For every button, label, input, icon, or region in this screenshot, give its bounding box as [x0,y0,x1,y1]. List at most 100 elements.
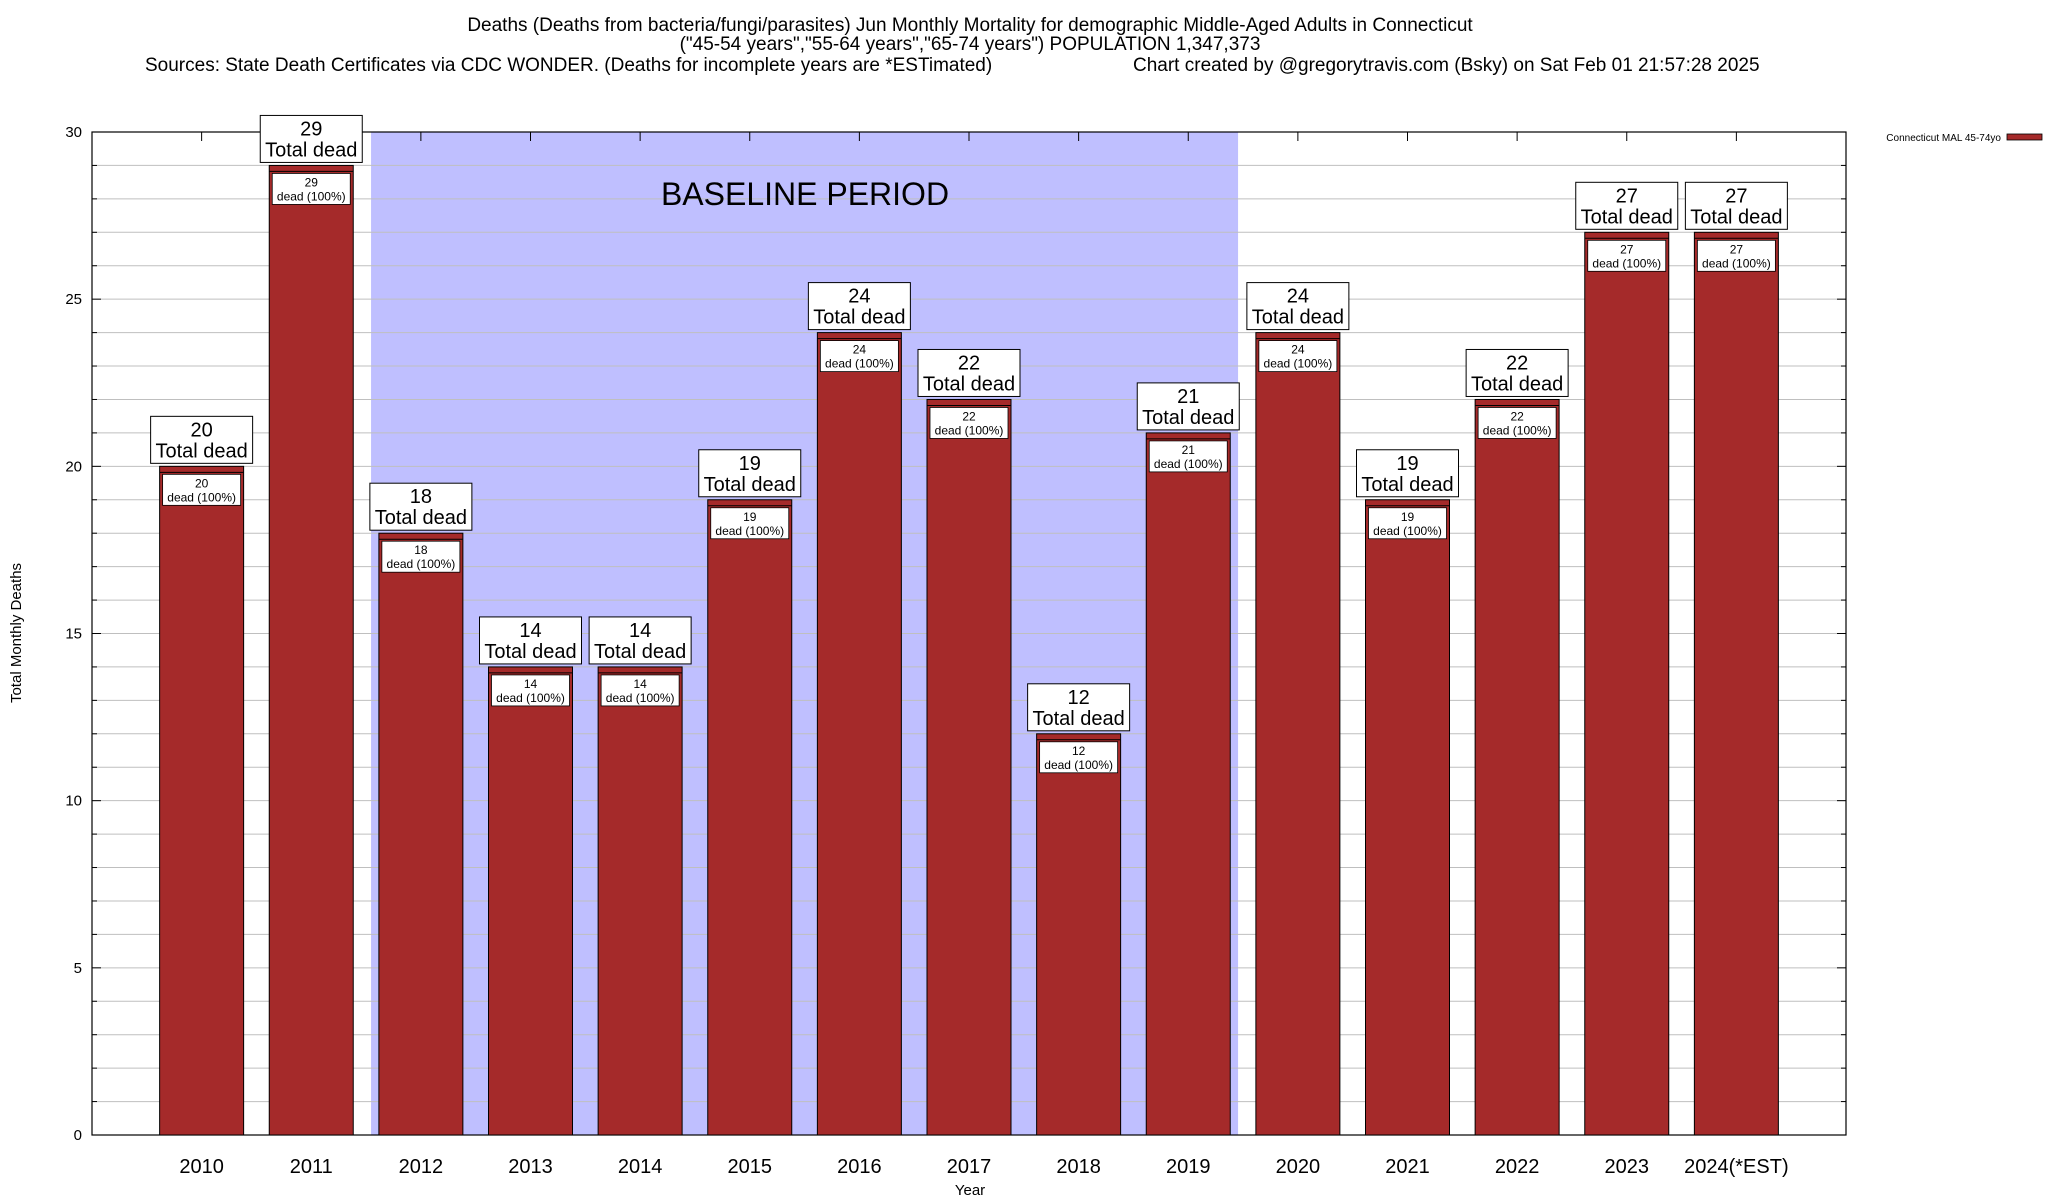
inner-label-caption: dead (100%) [1702,256,1771,270]
total-label-box [807,282,911,331]
total-label-box [917,348,1021,397]
inner-label-caption: dead (100%) [496,691,565,705]
total-label-box [1684,181,1788,230]
total-label-caption: Total dead [1032,708,1124,730]
chart-title-line-4: Chart created by @gregorytravis.com (Bsk… [1133,55,1760,76]
bars-layer [159,164,1779,1136]
bar [1365,499,1450,1136]
total-label-caption: Total dead [375,507,467,529]
total-label-value: 29 [300,118,322,140]
bar [1584,231,1670,1136]
inner-label-caption: dead (100%) [1373,524,1442,538]
total-label-caption: Total dead [1361,474,1453,496]
total-label-caption: Total dead [1471,373,1563,395]
total-label-value: 27 [1616,185,1638,207]
legend-swatch [2006,133,2043,141]
inner-label-value: 21 [1182,443,1196,457]
inner-label-value: 22 [962,409,976,423]
inner-label-value: 24 [1291,343,1305,357]
chart-title-line-2: ("45-54 years","55-64 years","65-74 year… [680,34,1261,55]
total-label-caption: Total dead [1252,307,1344,329]
total-label-box [588,616,692,665]
y-tick-label: 25 [65,291,82,308]
inner-label-value: 18 [414,543,428,557]
inner-label-value: 14 [524,677,538,691]
inner-label-value: 19 [1401,510,1415,524]
total-label-caption: Total dead [813,307,905,329]
total-label-caption: Total dead [484,641,576,663]
total-label-box [1575,181,1679,230]
baseline-label: BASELINE PERIOD [661,176,949,212]
inner-label-box [162,473,242,506]
bar [816,332,902,1136]
inner-label-box [1587,239,1667,272]
total-label-box [1246,282,1350,331]
bar [1255,332,1341,1136]
inner-label-value: 22 [1510,409,1524,423]
inner-label-box [1258,340,1338,373]
total-label-caption: Total dead [594,641,686,663]
total-label-box [369,482,473,531]
inner-label-box [271,173,351,205]
inner-label-value: 27 [1620,242,1634,256]
bar [268,164,354,1136]
legend: Connecticut MAL 45-74yo [1886,133,2043,144]
inner-label-caption: dead (100%) [1044,758,1113,772]
bar [488,666,573,1136]
inner-label-value: 29 [305,175,319,189]
total-label-caption: Total dead [704,474,796,496]
inner-label-box [491,674,570,707]
y-tick-label: 15 [65,626,82,643]
inner-label-caption: dead (100%) [935,423,1004,437]
inner-label-value: 20 [195,476,209,490]
total-label-value: 18 [410,486,432,508]
inner-label-caption: dead (100%) [167,490,236,504]
total-label-box [1356,449,1459,498]
chart-title-line-3: Sources: State Death Certificates via CD… [145,55,992,76]
x-tick-label: 2011 [290,1156,333,1178]
y-tick-label: 10 [65,793,82,810]
total-label-caption: Total dead [155,440,247,462]
total-label-value: 24 [848,286,870,308]
total-label-caption: Total dead [265,139,357,161]
total-label-value: 24 [1287,286,1309,308]
x-tick-label: 2019 [1166,1156,1211,1178]
x-tick-label: 2020 [1276,1156,1321,1178]
total-label-box [479,616,582,665]
inner-label-caption: dead (100%) [1483,423,1552,437]
total-label-caption: Total dead [923,373,1015,395]
inner-label-value: 27 [1730,242,1744,256]
y-tick-label: 5 [74,960,82,977]
total-label-box [1136,382,1240,431]
total-label-value: 14 [519,620,541,642]
total-label-box [698,449,802,498]
inner-label-caption: dead (100%) [715,524,784,538]
x-tick-label: 2012 [399,1156,444,1178]
total-label-caption: Total dead [1690,206,1782,228]
inner-label-box [600,674,680,707]
inner-label-caption: dead (100%) [606,691,675,705]
x-tick-label: 2022 [1495,1156,1540,1178]
bar [159,465,245,1136]
y-axis-label: Total Monthly Deaths [8,563,25,703]
total-label-value: 19 [1396,453,1418,475]
x-tick-label: 2024(*EST) [1684,1156,1789,1178]
total-label-box [259,114,363,163]
bar [1145,432,1231,1136]
inner-label-box [1148,440,1228,473]
total-label-value: 21 [1177,386,1199,408]
inner-label-caption: dead (100%) [1264,357,1333,371]
bar [1693,231,1779,1136]
inner-label-caption: dead (100%) [1154,457,1223,471]
total-label-value: 27 [1725,185,1747,207]
bar [378,532,464,1136]
total-label-value: 14 [629,620,651,642]
bar [926,398,1012,1136]
bar [707,499,793,1136]
inner-label-box [381,540,461,573]
total-label-box [1465,348,1569,397]
inner-label-box [1696,239,1776,272]
total-label-caption: Total dead [1142,407,1234,429]
